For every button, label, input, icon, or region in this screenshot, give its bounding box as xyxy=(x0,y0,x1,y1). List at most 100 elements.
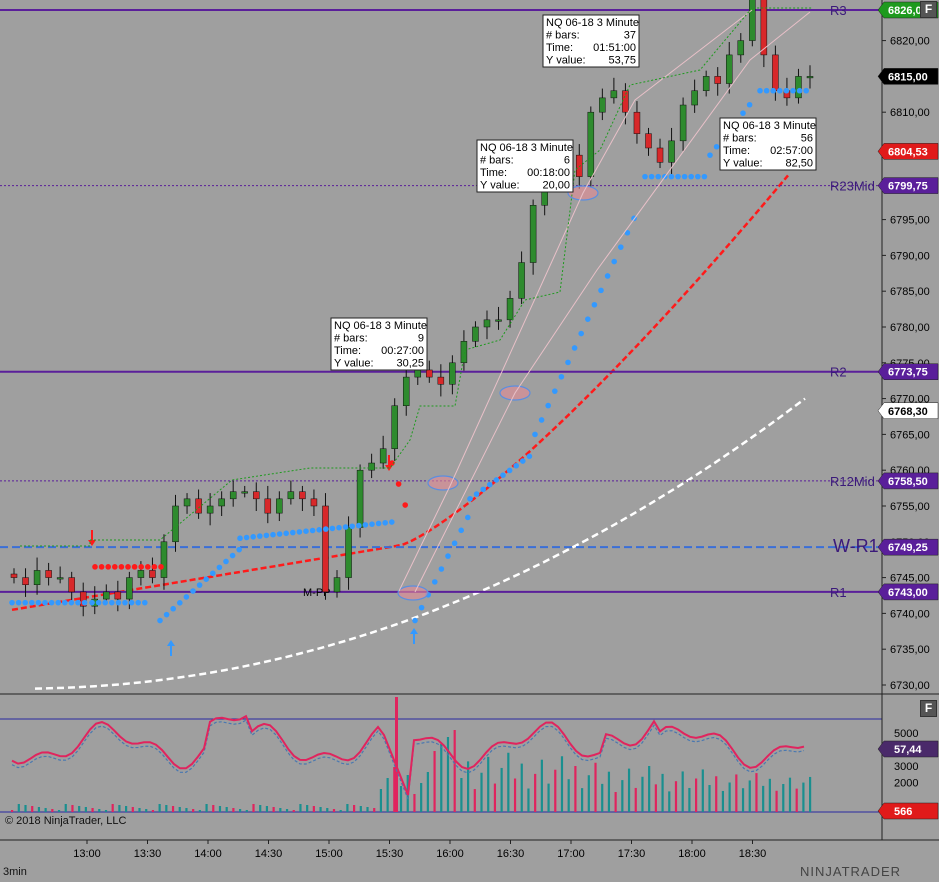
candle xyxy=(287,480,295,505)
info-box-bg xyxy=(719,117,817,171)
candle-body xyxy=(691,90,698,106)
candle-body xyxy=(460,341,468,364)
candle-body xyxy=(437,376,445,385)
trail-dot xyxy=(102,599,108,606)
candle xyxy=(426,360,433,383)
candle-body xyxy=(68,577,75,593)
candle-body xyxy=(264,498,272,514)
volume-bar xyxy=(735,774,738,812)
volume-bar xyxy=(185,808,188,812)
volume-bar xyxy=(399,786,403,812)
info-box-label: # bars: xyxy=(546,30,580,42)
candle xyxy=(714,67,721,96)
candle-body xyxy=(345,527,352,578)
candle xyxy=(206,493,214,526)
candle-body xyxy=(22,577,29,585)
level-tag-label: 6743,00 xyxy=(888,587,928,599)
volume-bar xyxy=(245,810,248,812)
candle-body xyxy=(679,104,687,142)
trail-dot xyxy=(369,521,375,527)
volume-bar xyxy=(285,809,289,812)
trail-dot xyxy=(236,546,242,553)
trail-dot xyxy=(688,173,694,180)
candle-body xyxy=(33,570,41,585)
trail-dot xyxy=(695,173,701,180)
volume-bar xyxy=(701,769,704,812)
trail-dot xyxy=(465,514,471,521)
trail-dot xyxy=(526,453,533,460)
trail-dot xyxy=(81,599,88,606)
candle-body xyxy=(229,491,237,500)
info-box-bg xyxy=(476,139,574,193)
candle xyxy=(229,480,237,507)
candle xyxy=(402,366,410,416)
candle-body xyxy=(368,462,375,471)
signal-arrow-up xyxy=(167,640,175,656)
volume-bar xyxy=(487,756,490,812)
trail-dot xyxy=(451,540,458,547)
price-tag-label: 6804,53 xyxy=(888,146,928,158)
volume-bar xyxy=(57,810,61,812)
volume-bar xyxy=(346,804,349,812)
arrow-head xyxy=(410,628,418,634)
trail-dot xyxy=(707,152,713,158)
volume-bar xyxy=(782,784,785,812)
level-tag-label: 6799,75 xyxy=(888,181,928,193)
trail-dot xyxy=(500,472,506,479)
volume-bar xyxy=(24,805,27,812)
y-tick-label: 6730,00 xyxy=(890,680,930,692)
volume-bar xyxy=(795,788,798,812)
trail-dot xyxy=(445,553,451,559)
step-line xyxy=(20,7,812,547)
volume-bar xyxy=(560,756,564,812)
indicator-panel xyxy=(0,697,882,813)
volume-bar xyxy=(540,759,543,812)
candle-body xyxy=(495,319,502,322)
price-tag: 6815,00 xyxy=(877,68,939,85)
volume-bar xyxy=(520,763,523,812)
candle-body xyxy=(656,147,664,163)
info-box-value: 6 xyxy=(564,155,570,167)
highlight-ellipse xyxy=(427,475,459,491)
trail-dot xyxy=(196,582,203,588)
candle xyxy=(195,489,202,519)
trail-dot xyxy=(611,258,617,265)
candle-body xyxy=(414,369,422,378)
info-box-value: 56 xyxy=(801,133,813,145)
candle xyxy=(645,127,652,156)
trail-dot xyxy=(223,558,229,565)
info-box: NQ 06-18 3 Minute# bars: 56 Time: 02:57:00 Y… xyxy=(719,117,817,171)
trail-dot xyxy=(655,173,661,180)
trail-dot xyxy=(125,564,131,570)
info-box-bg xyxy=(542,14,640,68)
candle xyxy=(529,199,537,275)
candle-body xyxy=(299,491,306,500)
volume-bar xyxy=(755,773,758,812)
volume-bar xyxy=(513,778,517,812)
trail-dot xyxy=(131,564,138,570)
info-box-label: Y value: xyxy=(546,55,586,67)
candle-body xyxy=(668,140,675,163)
level-tag-bg xyxy=(877,538,939,556)
candle xyxy=(472,321,479,348)
y-tick-label: 6780,00 xyxy=(890,322,930,334)
volume-bar xyxy=(145,809,148,812)
price-panel-button[interactable]: F xyxy=(920,1,937,18)
trail-dot xyxy=(170,605,176,612)
level-tag: 6743,00 xyxy=(877,583,939,601)
indicator-panel-button[interactable]: F xyxy=(920,700,937,717)
volume-bar xyxy=(158,804,161,812)
candle xyxy=(691,79,698,113)
x-tick-label: 13:00 xyxy=(73,848,101,860)
candle-body xyxy=(645,133,652,149)
volume-bar xyxy=(44,808,47,812)
trail-dot xyxy=(349,523,356,530)
volume-bar xyxy=(359,806,362,812)
info-box-label: Time: xyxy=(546,42,573,54)
trail-dot xyxy=(618,244,624,250)
volume-bar xyxy=(695,778,698,812)
candle-body xyxy=(322,505,329,593)
level-label: R3 xyxy=(830,3,847,18)
info-box-label: # bars: xyxy=(480,155,514,167)
info-box: NQ 06-18 3 Minute# bars: 9 Time: 00:27:00 Y … xyxy=(330,317,428,371)
